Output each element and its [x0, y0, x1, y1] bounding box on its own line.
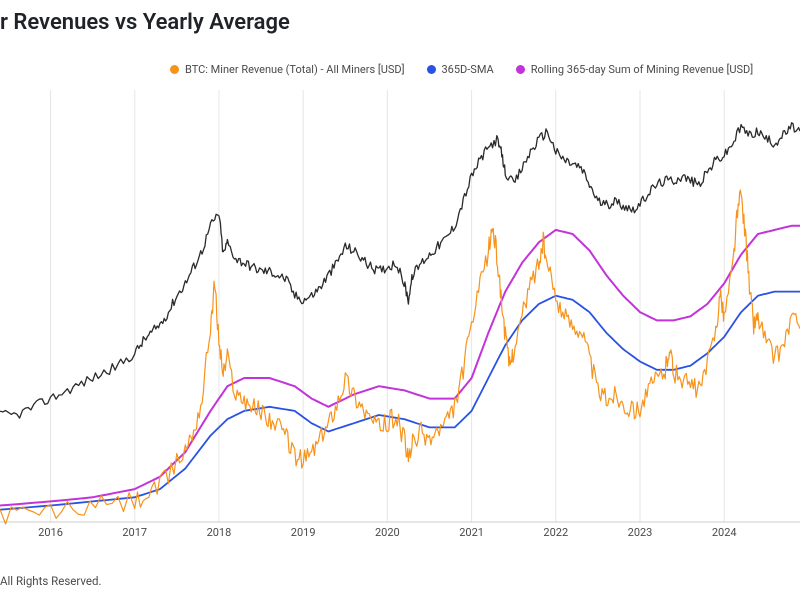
legend-item-sma: 365D-SMA	[427, 63, 494, 76]
x-tick-label: 2022	[543, 526, 568, 539]
chart-svg	[0, 86, 800, 526]
legend-dot-icon	[427, 65, 436, 74]
chart-legend: BTC: Miner Revenue (Total) - All Miners …	[0, 35, 800, 86]
legend-label: Rolling 365-day Sum of Mining Revenue [U…	[531, 63, 753, 76]
x-axis-labels: 2016 2017 2018 2019 2020 2021 2022 2023 2024	[0, 526, 800, 546]
x-tick-label: 2019	[291, 526, 316, 539]
series-revenue	[0, 190, 800, 524]
x-tick-label: 2017	[122, 526, 147, 539]
footer-text: All Rights Reserved.	[0, 546, 800, 588]
legend-label: 365D-SMA	[442, 63, 494, 76]
x-tick-label: 2023	[628, 526, 653, 539]
series-sma	[0, 292, 800, 510]
x-tick-label: 2024	[712, 526, 737, 539]
series-price	[0, 123, 800, 418]
legend-item-rolling: Rolling 365-day Sum of Mining Revenue [U…	[516, 63, 753, 76]
legend-dot-icon	[516, 65, 525, 74]
x-tick-label: 2021	[459, 526, 484, 539]
legend-item-revenue: BTC: Miner Revenue (Total) - All Miners …	[170, 63, 405, 76]
x-tick-label: 2016	[38, 526, 63, 539]
legend-label: BTC: Miner Revenue (Total) - All Miners …	[185, 63, 405, 76]
x-tick-label: 2018	[207, 526, 232, 539]
chart-plot-area	[0, 86, 800, 526]
legend-dot-icon	[170, 65, 179, 74]
x-tick-label: 2020	[375, 526, 400, 539]
chart-title: r Revenues vs Yearly Average	[0, 0, 800, 35]
